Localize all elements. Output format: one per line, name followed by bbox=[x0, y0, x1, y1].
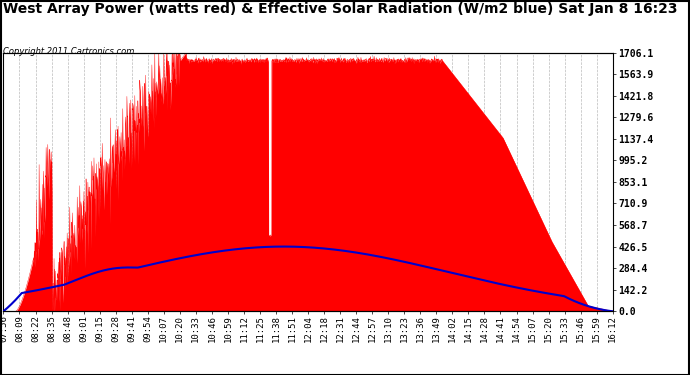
Text: Copyright 2011 Cartronics.com: Copyright 2011 Cartronics.com bbox=[3, 47, 135, 56]
Text: West Array Power (watts red) & Effective Solar Radiation (W/m2 blue) Sat Jan 8 1: West Array Power (watts red) & Effective… bbox=[3, 2, 678, 16]
